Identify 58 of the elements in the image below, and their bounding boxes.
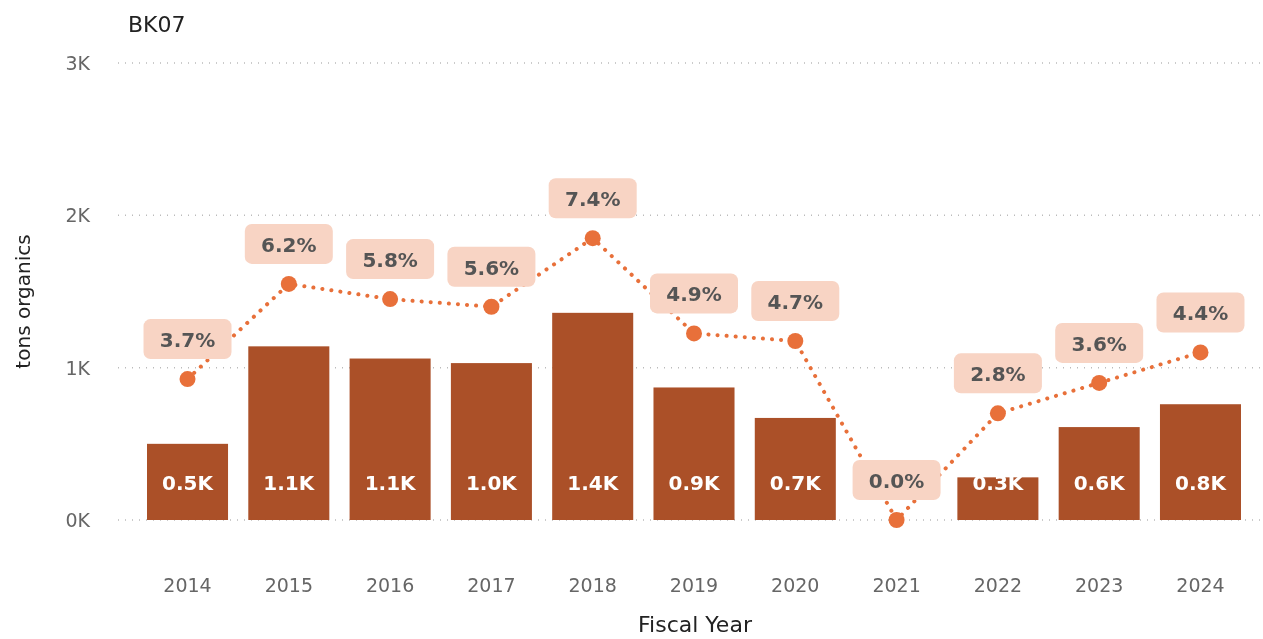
data-label: 7.4% <box>564 187 621 212</box>
data-label: 2.8% <box>970 362 1026 387</box>
data-label: 1.4K <box>567 471 620 495</box>
point <box>280 275 297 292</box>
bar <box>1058 427 1140 520</box>
point <box>179 371 196 388</box>
bar <box>552 312 634 520</box>
chart-title: BK07 <box>128 12 186 37</box>
bar <box>450 363 532 520</box>
data-label: 1.1K <box>364 471 418 495</box>
x-tick-label: 2022 <box>973 574 1023 596</box>
data-label: 5.6% <box>463 255 520 280</box>
data-label: 5.8% <box>362 248 418 273</box>
x-axis-title: Fiscal Year <box>638 612 753 637</box>
point <box>584 230 601 247</box>
x-tick-label: 2023 <box>1075 574 1124 596</box>
data-label: 4.7% <box>767 290 824 315</box>
data-label: 0.5K <box>162 471 215 495</box>
y-axis-title: tons organics <box>11 234 35 369</box>
data-label: 4.9% <box>666 282 722 307</box>
point <box>787 333 804 350</box>
data-label: 6.2% <box>261 232 317 257</box>
x-tick-label: 2016 <box>365 574 415 596</box>
y-tick-label: 0K <box>65 509 91 531</box>
x-tick-label: 2014 <box>163 574 212 596</box>
point <box>989 405 1006 422</box>
point <box>1192 344 1209 361</box>
point <box>483 298 500 315</box>
data-label: 1.0K <box>465 471 519 495</box>
y-tick-label: 2K <box>65 204 91 227</box>
x-tick-label: 2020 <box>771 574 820 596</box>
x-tick-label: 2018 <box>568 574 617 596</box>
x-tick-label: 2021 <box>872 574 921 596</box>
bar <box>653 387 735 520</box>
x-tick-label: 2017 <box>467 574 516 596</box>
x-tick-label: 2019 <box>669 574 719 596</box>
y-tick-label: 1K <box>65 356 91 379</box>
bar <box>1159 404 1241 520</box>
data-label: 1.1K <box>263 471 316 495</box>
data-label: 0.0% <box>868 469 925 493</box>
data-label: 4.4% <box>1172 301 1229 326</box>
point <box>888 512 905 528</box>
point <box>1091 374 1108 391</box>
y-tick-label: 3K <box>65 52 91 74</box>
bar <box>147 443 229 520</box>
bar <box>754 417 836 520</box>
bar <box>349 358 431 520</box>
x-tick-label: 2015 <box>264 574 313 596</box>
point <box>686 325 702 342</box>
data-label: 0.6K <box>1073 471 1127 495</box>
data-label: 0.8K <box>1175 471 1228 495</box>
x-tick-label: 2024 <box>1176 574 1225 596</box>
point <box>382 291 399 308</box>
data-label: 3.6% <box>1071 331 1127 356</box>
data-label: 0.7K <box>769 471 823 495</box>
data-label: 0.9K <box>668 471 721 495</box>
data-label: 3.7% <box>159 328 216 353</box>
bar <box>248 346 330 520</box>
